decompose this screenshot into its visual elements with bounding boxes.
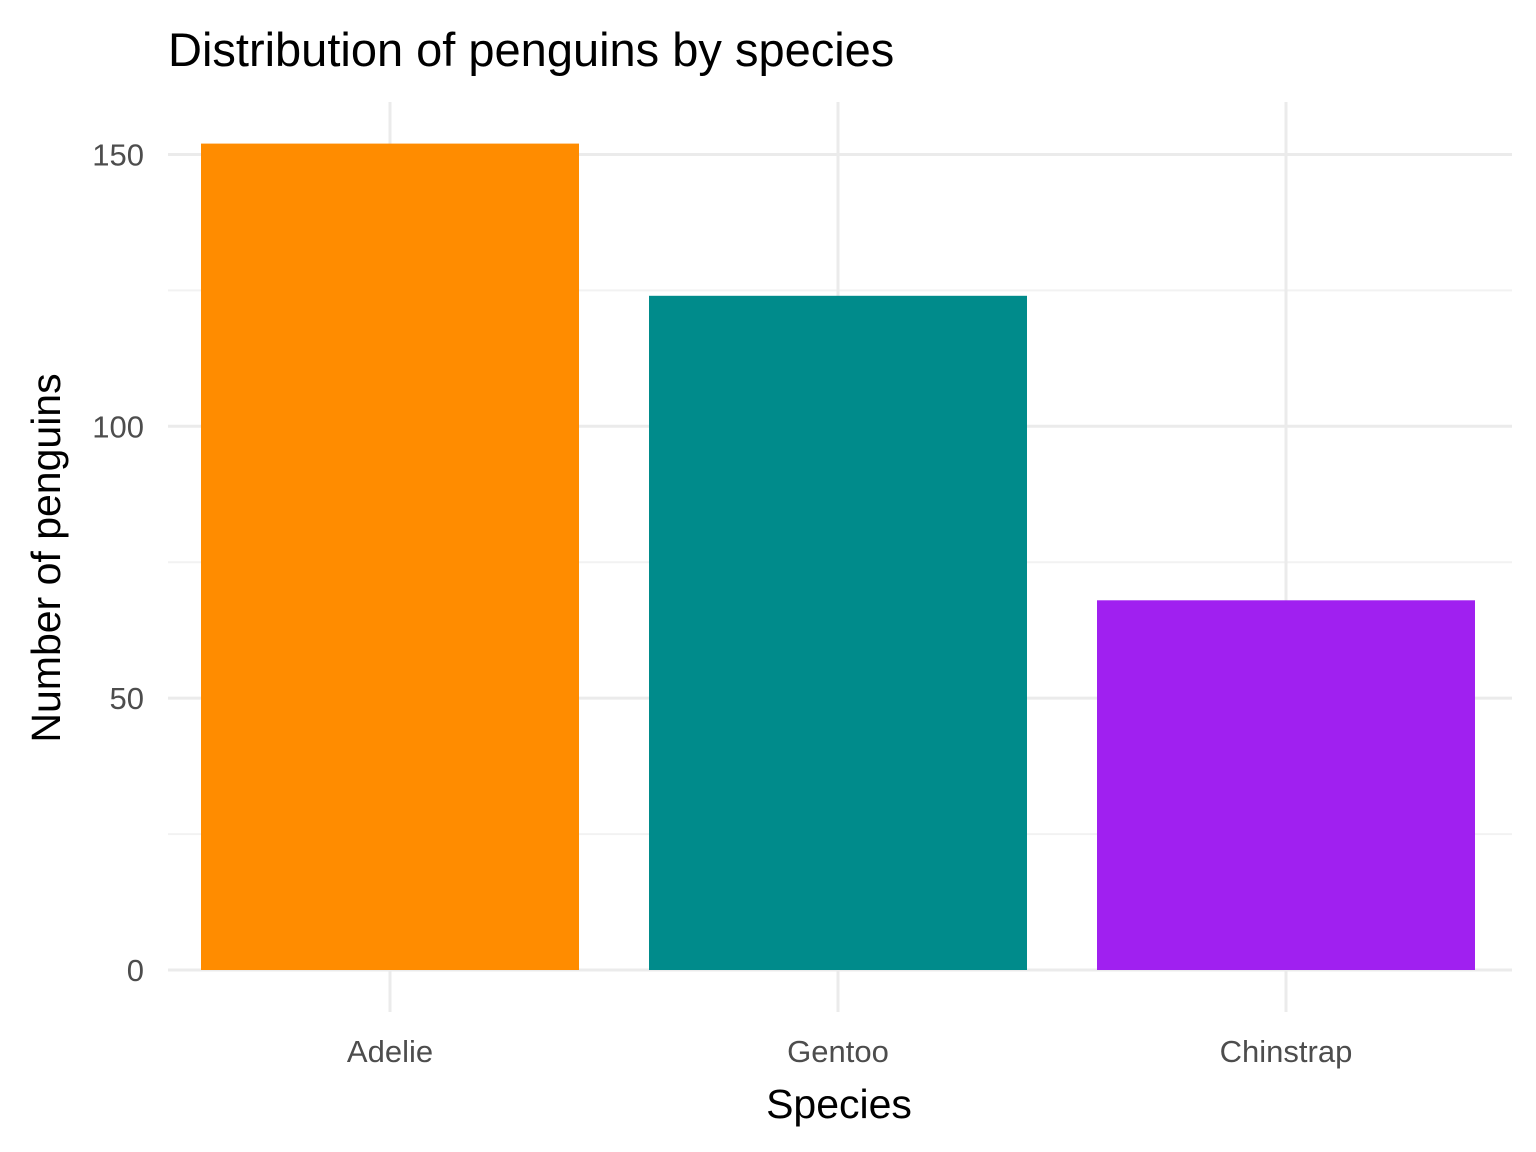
- x-axis-ticks: Adelie Gentoo Chinstrap: [347, 1034, 1352, 1069]
- x-axis-title: Species: [766, 1081, 912, 1127]
- bar-adelie: [201, 143, 579, 971]
- y-tick-label: 150: [92, 137, 144, 172]
- bar-gentoo: [649, 295, 1027, 970]
- y-tick-label: 0: [127, 953, 144, 988]
- x-tick-label: Chinstrap: [1220, 1034, 1353, 1069]
- bars: [201, 143, 1475, 971]
- x-tick-label: Gentoo: [787, 1034, 889, 1069]
- x-tick-label: Adelie: [347, 1034, 433, 1069]
- y-axis-ticks: 0 50 100 150: [92, 137, 144, 988]
- y-tick-label: 50: [110, 681, 144, 716]
- y-tick-label: 100: [92, 409, 144, 444]
- chart-title: Distribution of penguins by species: [168, 23, 894, 76]
- y-axis-title: Number of penguins: [23, 373, 69, 742]
- bar-chinstrap: [1097, 600, 1475, 970]
